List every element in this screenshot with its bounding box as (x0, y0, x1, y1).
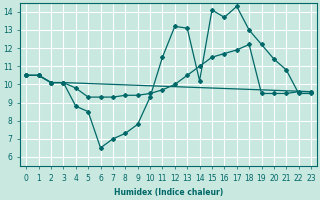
X-axis label: Humidex (Indice chaleur): Humidex (Indice chaleur) (114, 188, 223, 197)
